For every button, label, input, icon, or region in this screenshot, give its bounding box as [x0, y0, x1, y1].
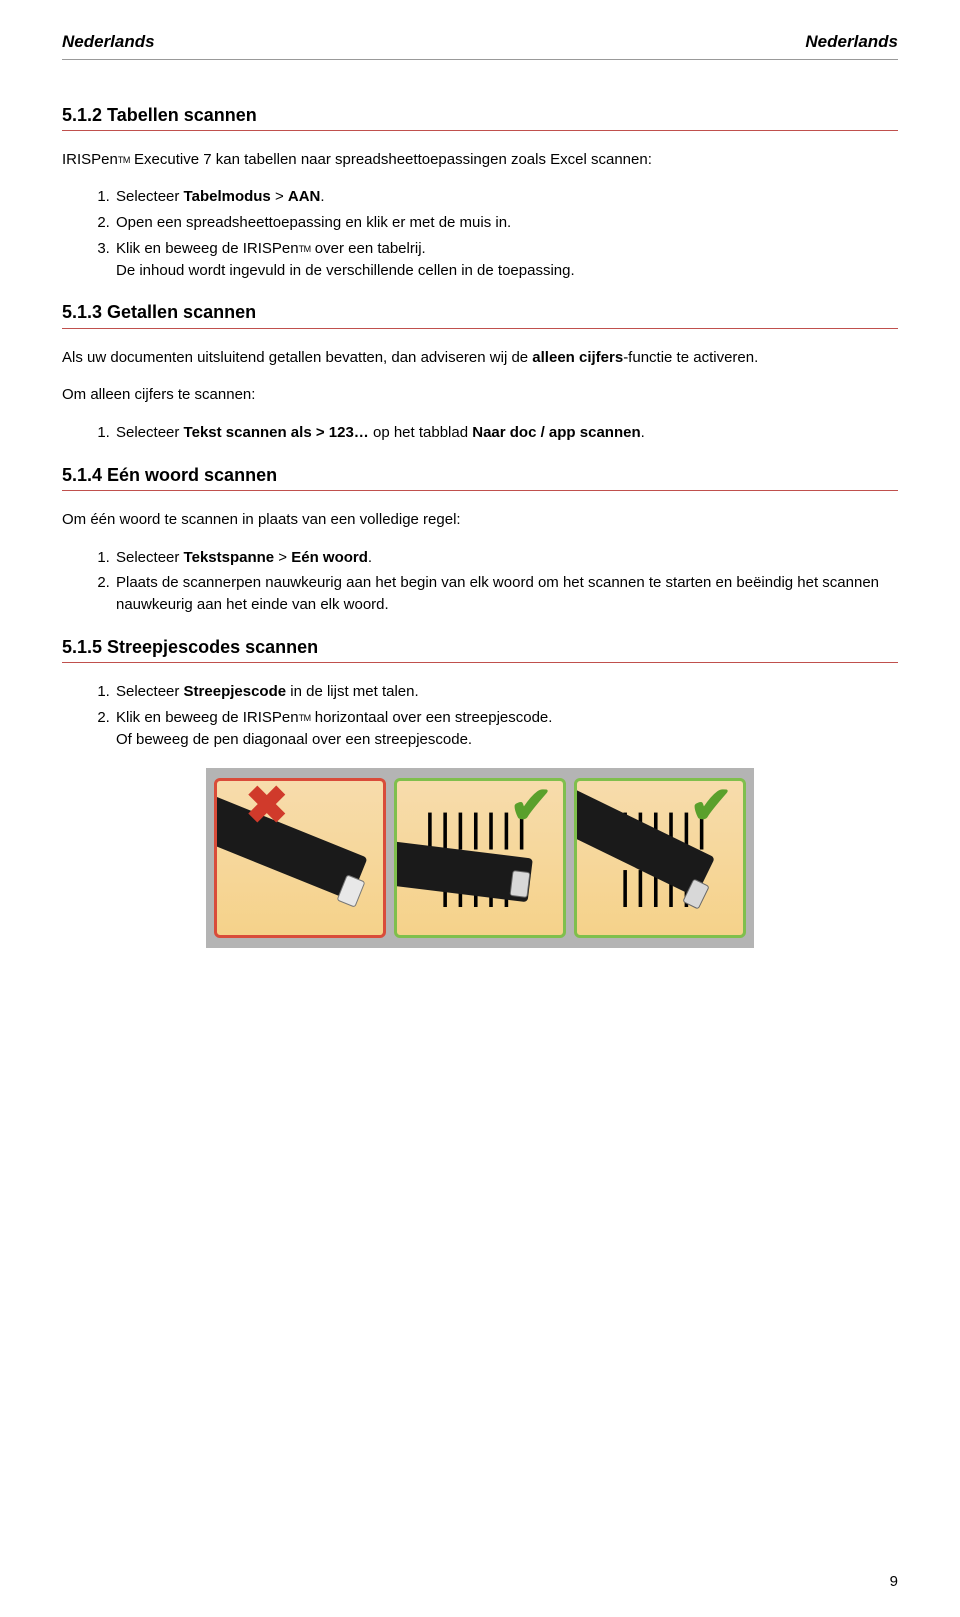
li-515-1: Selecteer Streepjescode in de lijst met … — [114, 681, 898, 703]
rule-512 — [62, 130, 898, 131]
t: Klik en beweeg de IRISPen — [116, 240, 299, 257]
t: IRISPen — [62, 151, 118, 168]
t: Selecteer — [116, 549, 184, 566]
list-515: Selecteer Streepjescode in de lijst met … — [62, 681, 898, 750]
t: Selecteer — [116, 188, 184, 205]
t: > — [312, 424, 329, 441]
pen-tip — [509, 870, 530, 898]
tm-icon: TM — [299, 244, 311, 254]
p-514-1: Om één woord te scannen in plaats van ee… — [62, 509, 898, 531]
t: Tekst scannen als — [184, 424, 312, 441]
rule-515 — [62, 662, 898, 663]
page-header: Nederlands Nederlands — [62, 30, 898, 55]
li-514-2: Plaats de scannerpen nauwkeurig aan het … — [114, 572, 898, 616]
t: horizontaal over een streepjescode. — [311, 709, 553, 726]
list-513: Selecteer Tekst scannen als > 123… op he… — [62, 422, 898, 444]
check-icon: ✔ — [509, 778, 553, 844]
t: Streepjescode — [184, 683, 287, 700]
t: Selecteer — [116, 424, 184, 441]
page-number: 9 — [890, 1571, 898, 1593]
t: De inhoud wordt ingevuld in de verschill… — [116, 262, 575, 279]
t: Of beweeg de pen diagonaal over een stre… — [116, 731, 472, 748]
cross-icon: ✖ — [245, 778, 289, 844]
li-512-1: Selecteer Tabelmodus > AAN. — [114, 186, 898, 208]
header-right: Nederlands — [805, 30, 898, 55]
heading-512: 5.1.2 Tabellen scannen — [62, 102, 898, 128]
panel-wrong: ✖ — [214, 778, 386, 938]
tm-icon: TM — [299, 713, 311, 723]
check-icon: ✔ — [689, 778, 733, 844]
li-513-1: Selecteer Tekst scannen als > 123… op he… — [114, 422, 898, 444]
rule-513 — [62, 328, 898, 329]
t: . — [641, 424, 645, 441]
t: 123… — [329, 424, 369, 441]
p-513-2: Om alleen cijfers te scannen: — [62, 384, 898, 406]
list-512: Selecteer Tabelmodus > AAN. Open een spr… — [62, 186, 898, 281]
rule-514 — [62, 490, 898, 491]
t: Executive 7 kan tabellen naar spreadshee… — [130, 151, 652, 168]
li-515-2: Klik en beweeg de IRISPenTM horizontaal … — [114, 707, 898, 751]
intro-512: IRISPenTM Executive 7 kan tabellen naar … — [62, 149, 898, 171]
t: Klik en beweeg de IRISPen — [116, 709, 299, 726]
heading-515: 5.1.5 Streepjescodes scannen — [62, 634, 898, 660]
tm-icon: TM — [118, 155, 130, 165]
header-rule — [62, 59, 898, 60]
t: Naar doc / app scannen — [472, 424, 640, 441]
t: in de lijst met talen. — [286, 683, 419, 700]
li-512-2: Open een spreadsheettoepassing en klik e… — [114, 212, 898, 234]
t: op het tabblad — [369, 424, 472, 441]
header-left: Nederlands — [62, 30, 155, 55]
t: -functie te activeren. — [623, 349, 758, 366]
list-514: Selecteer Tekstspanne > Eén woord. Plaat… — [62, 547, 898, 616]
t: alleen cijfers — [532, 349, 623, 366]
heading-514: 5.1.4 Eén woord scannen — [62, 462, 898, 488]
t: . — [320, 188, 324, 205]
t: Als uw documenten uitsluitend getallen b… — [62, 349, 532, 366]
t: > — [271, 188, 288, 205]
t: Eén woord — [291, 549, 368, 566]
panel-correct-diagonal: ✔ ||||||| ||||| — [574, 778, 746, 938]
t: Tekstspanne — [184, 549, 275, 566]
t: Tabelmodus — [184, 188, 271, 205]
p-513-1: Als uw documenten uitsluitend getallen b… — [62, 347, 898, 369]
t: AAN — [288, 188, 321, 205]
t: > — [274, 549, 291, 566]
t: . — [368, 549, 372, 566]
figure-barcode-scan: ✖ ✔ ||||||| ||||| ✔ ||||||| ||||| — [62, 768, 898, 948]
t: Selecteer — [116, 683, 184, 700]
li-514-1: Selecteer Tekstspanne > Eén woord. — [114, 547, 898, 569]
t: over een tabelrij. — [311, 240, 426, 257]
panel-correct-horizontal: ✔ ||||||| ||||| — [394, 778, 566, 938]
heading-513: 5.1.3 Getallen scannen — [62, 299, 898, 325]
li-512-3: Klik en beweeg de IRISPenTM over een tab… — [114, 238, 898, 282]
